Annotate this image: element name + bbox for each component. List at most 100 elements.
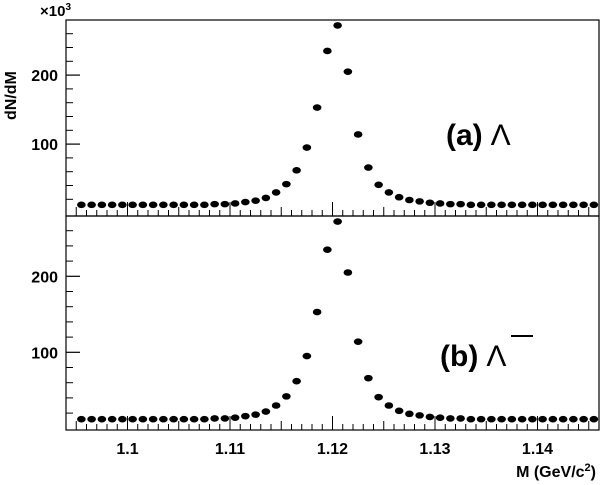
data-point (476, 415, 486, 423)
data-point (97, 415, 107, 423)
data-point (487, 415, 496, 423)
y-multiplier: ×103 (40, 2, 71, 20)
data-point (405, 196, 414, 204)
data-point (210, 415, 219, 422)
data-point (128, 201, 137, 209)
data-point (107, 415, 117, 423)
data-point (343, 269, 353, 276)
data-point (77, 201, 86, 209)
data-point (302, 144, 312, 151)
y-axis-label: dN/dM (3, 71, 20, 120)
data-point (333, 22, 342, 29)
x-tick-label: 1.11 (215, 441, 245, 458)
data-point (251, 197, 260, 204)
data-point (323, 246, 332, 253)
data-point (558, 201, 568, 209)
data-point (148, 415, 158, 423)
data-point (261, 194, 271, 202)
y-tick-label: 100 (31, 137, 58, 154)
data-point (118, 201, 127, 209)
data-point (292, 167, 301, 174)
data-point (507, 201, 517, 209)
x-tick-label: 1.1 (116, 441, 138, 458)
data-point (323, 47, 332, 55)
data-point (425, 199, 435, 207)
data-point (425, 413, 435, 421)
x-axis-label: M (GeV/c2) (516, 462, 596, 481)
data-point (384, 402, 394, 409)
data-point (507, 415, 517, 423)
data-point (558, 415, 568, 423)
data-point (241, 198, 250, 206)
data-point (487, 201, 496, 209)
x-tick-label: 1.14 (522, 441, 553, 458)
frame-bottom (65, 215, 600, 431)
panel-label-a: (a) Λ (446, 119, 511, 152)
data-point (579, 201, 588, 209)
data-point (538, 415, 547, 423)
data-point (415, 198, 424, 205)
data-point (343, 68, 353, 75)
data-point (200, 201, 209, 209)
data-point (87, 415, 96, 423)
data-point (97, 201, 107, 209)
data-point (476, 201, 486, 209)
data-point (251, 411, 260, 418)
data-point (179, 201, 189, 209)
data-point (169, 201, 178, 209)
data-point (353, 338, 363, 345)
data-point (210, 200, 219, 208)
data-point (128, 415, 137, 423)
data-point (138, 415, 148, 423)
data-point (364, 374, 373, 382)
data-point (517, 201, 527, 209)
data-point (169, 415, 178, 423)
x-tick-label: 1.13 (419, 441, 450, 458)
data-point (282, 180, 291, 188)
data-point (312, 308, 322, 316)
data-point (569, 201, 578, 209)
data-point (528, 201, 537, 209)
data-point (107, 201, 117, 209)
data-point (230, 414, 240, 421)
data-point (159, 415, 168, 423)
points-layer (77, 22, 599, 423)
data-point (220, 415, 230, 422)
data-point (435, 414, 445, 421)
data-point (435, 200, 445, 207)
data-point (87, 201, 96, 209)
data-point (364, 164, 373, 171)
data-point (384, 189, 394, 196)
data-point (497, 415, 506, 423)
data-point (200, 415, 209, 423)
frame-top (65, 19, 600, 217)
data-point (548, 415, 558, 423)
data-point (302, 352, 312, 360)
data-point (282, 393, 291, 400)
data-point (189, 201, 199, 209)
data-point (179, 415, 189, 423)
data-point (333, 218, 342, 225)
data-point (271, 402, 281, 409)
data-point (579, 415, 588, 423)
data-point (446, 200, 455, 208)
data-point (466, 415, 476, 423)
data-point (394, 193, 404, 201)
data-point (456, 415, 465, 422)
data-point (271, 189, 281, 196)
data-point (528, 415, 537, 423)
data-point (189, 415, 199, 423)
data-point (118, 415, 127, 423)
y-tick-label: 200 (31, 68, 58, 85)
data-point (538, 201, 547, 209)
y-tick-label: 100 (31, 345, 58, 362)
data-point (292, 377, 301, 385)
data-point (374, 181, 383, 189)
data-point (77, 415, 86, 423)
data-point (148, 201, 158, 209)
data-point (261, 408, 271, 415)
data-point (446, 415, 455, 422)
data-point (159, 201, 168, 209)
data-point (241, 412, 250, 420)
